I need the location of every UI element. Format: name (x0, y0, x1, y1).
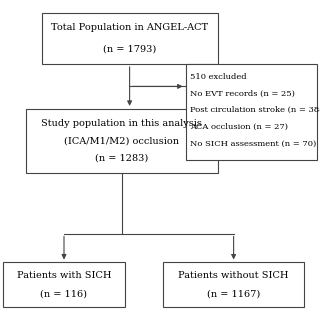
Text: (n = 116): (n = 116) (41, 289, 87, 298)
Text: 510 excluded: 510 excluded (190, 73, 247, 81)
Text: No EVT records (n = 25): No EVT records (n = 25) (190, 89, 295, 97)
Text: ACA occlusion (n = 27): ACA occlusion (n = 27) (190, 123, 288, 131)
Text: (n = 1793): (n = 1793) (103, 44, 156, 53)
Text: Study population in this analysis: Study population in this analysis (41, 119, 202, 128)
Bar (26, 109, 218, 173)
Text: (n = 1167): (n = 1167) (207, 289, 260, 298)
Text: No SICH assessment (n = 70): No SICH assessment (n = 70) (190, 139, 317, 147)
Bar (163, 262, 304, 307)
Text: Total Population in ANGEL-ACT: Total Population in ANGEL-ACT (51, 23, 208, 32)
Bar (3, 262, 125, 307)
Text: Patients with SICH: Patients with SICH (17, 271, 111, 280)
Text: (n = 1283): (n = 1283) (95, 154, 148, 163)
Bar (42, 13, 218, 64)
Text: Post circulation stroke (n = 388): Post circulation stroke (n = 388) (190, 106, 320, 114)
Text: Patients without SICH: Patients without SICH (178, 271, 289, 280)
Bar (186, 64, 317, 160)
Text: (ICA/M1/M2) occlusion: (ICA/M1/M2) occlusion (64, 136, 179, 145)
